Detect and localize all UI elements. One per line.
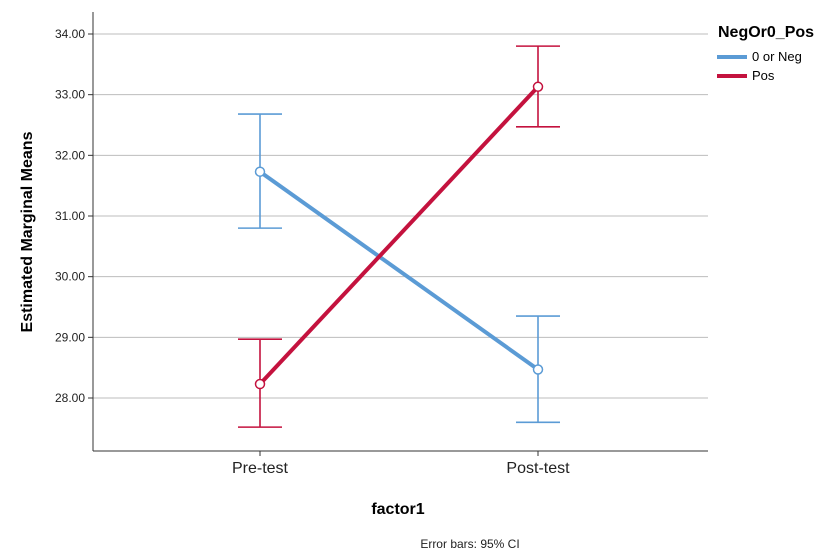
series-line bbox=[258, 85, 540, 386]
data-point bbox=[532, 364, 544, 375]
y-tick-label: 30.00 bbox=[55, 270, 85, 284]
y-tick-labels: 28.00 29.00 30.00 31.00 32.00 33.00 34.00 bbox=[55, 27, 85, 405]
legend-title: NegOr0_Pos bbox=[718, 24, 814, 41]
error-bars-note: Error bars: 95% CI bbox=[420, 537, 519, 551]
series bbox=[238, 45, 560, 428]
y-tick-label: 33.00 bbox=[55, 88, 85, 102]
gridlines bbox=[88, 33, 708, 399]
axes bbox=[92, 12, 708, 452]
x-tick-label: Post-test bbox=[506, 460, 570, 477]
data-point bbox=[532, 81, 544, 93]
data-point bbox=[254, 378, 266, 390]
series-0 bbox=[238, 113, 560, 424]
y-axis-title: Estimated Marginal Means bbox=[19, 131, 36, 332]
legend-items: 0 or Neg Pos bbox=[717, 49, 802, 83]
x-axis-title: factor1 bbox=[371, 501, 424, 518]
x-tick-labels: Pre-test Post-test bbox=[232, 451, 570, 477]
data-point bbox=[254, 166, 266, 177]
x-tick-label: Pre-test bbox=[232, 460, 289, 477]
y-tick-label: 29.00 bbox=[55, 330, 85, 344]
y-tick-label: 31.00 bbox=[55, 209, 85, 223]
y-tick-label: 32.00 bbox=[55, 148, 85, 162]
series-1 bbox=[238, 45, 560, 428]
y-tick-label: 34.00 bbox=[55, 27, 85, 41]
series-line bbox=[258, 170, 540, 372]
legend: NegOr0_Pos 0 or Neg Pos bbox=[717, 24, 814, 83]
y-tick-label: 28.00 bbox=[55, 391, 85, 405]
legend-label: 0 or Neg bbox=[752, 49, 802, 64]
legend-label: Pos bbox=[752, 68, 775, 83]
